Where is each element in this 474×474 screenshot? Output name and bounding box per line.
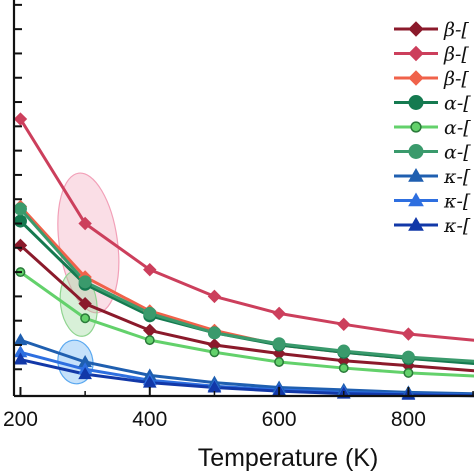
legend-label-2: β-[	[443, 44, 469, 66]
data-point-s2-5	[272, 306, 286, 321]
legend-marker-5	[410, 121, 422, 133]
data-point-s1-3	[143, 323, 157, 338]
x-tick-label: 400	[132, 408, 167, 431]
legend-label-4: α-[	[444, 93, 471, 115]
series-line-9	[20, 358, 474, 398]
legend-marker-9	[408, 216, 424, 231]
data-point-s5-5	[274, 357, 285, 367]
series-lines	[19, 118, 474, 398]
legend-label-8: κ-[	[443, 191, 471, 213]
data-point-s6-7	[401, 350, 415, 364]
legend-label-1: β-[	[443, 19, 469, 41]
data-point-s7-1	[13, 333, 28, 346]
legend-marker-8	[408, 192, 424, 207]
data-point-s2-7	[401, 327, 416, 341]
legend-marker-1	[408, 21, 424, 37]
data-point-s5-7	[403, 367, 414, 378]
data-point-s9-2	[78, 367, 92, 380]
legend-marker-7	[408, 167, 424, 182]
legend-marker-3	[408, 70, 424, 86]
x-tick-label: 600	[262, 408, 297, 431]
legend-label-7: κ-[	[443, 166, 471, 188]
series-line-5	[19, 270, 474, 378]
legend-label-5: α-[	[444, 117, 471, 139]
x-axis-label: Temperature (K)	[198, 444, 379, 472]
data-point-s6-5	[272, 337, 286, 351]
data-point-s5-3	[144, 335, 155, 346]
legend-label-3: β-[	[443, 68, 469, 90]
series-line-1	[19, 244, 474, 373]
data-point-s6-4	[207, 326, 221, 340]
axes	[12, 0, 474, 398]
series-line-2	[19, 118, 474, 342]
data-point-s2-6	[337, 317, 351, 332]
data-point-s5-6	[338, 363, 349, 374]
data-point-s6-6	[337, 344, 351, 358]
data-point-s2-3	[143, 262, 157, 277]
legend-label-9: κ-[	[443, 215, 471, 237]
data-point-s5-4	[209, 347, 220, 358]
data-point-s6-3	[143, 306, 157, 320]
x-tick-label: 800	[391, 408, 426, 431]
legend-marker-4	[408, 95, 424, 110]
x-tick-label: 200	[3, 408, 38, 431]
data-point-s2-2	[78, 216, 92, 231]
data-point-s2-4	[207, 289, 222, 304]
series-line-6	[19, 207, 474, 363]
data-point-s9-1	[13, 352, 28, 365]
y-axis-ticks	[14, 3, 22, 371]
data-point-s2-1	[13, 112, 28, 126]
series-line-7	[19, 338, 474, 396]
data-point-s4-1	[13, 214, 27, 228]
data-point-s6-2	[78, 275, 92, 289]
legend-marker-2	[408, 45, 424, 62]
data-point-s1-2	[78, 296, 92, 311]
data-point-s6-1	[13, 202, 27, 216]
data-point-s5-2	[80, 313, 91, 324]
x-axis-ticks: 200 400 600 800	[3, 387, 474, 431]
legend-marker-6	[408, 144, 424, 159]
legend: β-[β-[β-[α-[α-[α-[κ-[κ-[κ-[	[394, 19, 471, 237]
legend-label-6: α-[	[444, 142, 471, 164]
